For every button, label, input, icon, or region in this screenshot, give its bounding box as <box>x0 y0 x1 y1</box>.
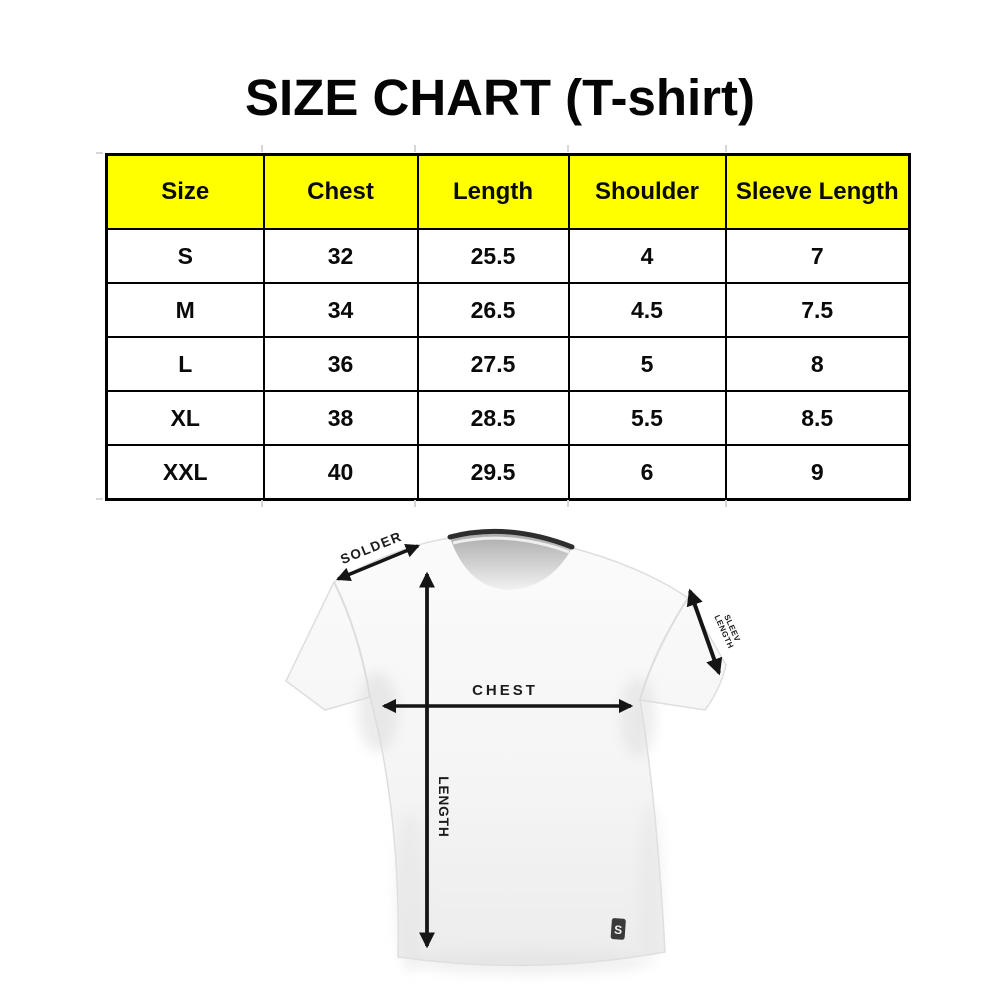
table-cell: 9 <box>724 444 911 501</box>
table-row: M 34 26.5 4.5 7.5 <box>105 282 911 338</box>
gridline-artifact <box>414 145 416 152</box>
table-cell: 26.5 <box>416 282 570 338</box>
tshirt-diagram: SOLDER CHEST LENGTH SLEEV LENGTH S <box>250 512 750 990</box>
table-header-row: Size Chest Length Shoulder Sleeve Length <box>105 153 911 230</box>
table-cell: 6 <box>567 444 727 501</box>
table-cell: 5.5 <box>567 390 727 446</box>
sleeve-dimension-line <box>686 588 723 676</box>
column-header: Length <box>416 153 570 230</box>
gridline-artifact <box>261 500 263 507</box>
chest-dimension-label: CHEST <box>472 682 538 699</box>
shoulder-dimension-line <box>336 544 420 581</box>
size-chart-table: Size Chest Length Shoulder Sleeve Length S 32… <box>105 153 911 501</box>
table-cell: 7.5 <box>724 282 911 338</box>
table-cell: XL <box>105 390 265 446</box>
gridline-artifact <box>725 500 727 507</box>
gridline-artifact <box>414 500 416 507</box>
gridline-artifact <box>725 145 727 152</box>
column-header: Size <box>105 153 265 230</box>
brand-logo: S <box>610 918 626 940</box>
table-row: L 36 27.5 5 8 <box>105 336 911 392</box>
page-title: SIZE CHART (T-shirt) <box>245 69 755 126</box>
table-cell: 5 <box>567 336 727 392</box>
table-cell: 29.5 <box>416 444 570 501</box>
table-row: S 32 25.5 4 7 <box>105 228 911 284</box>
table-cell: 32 <box>262 228 419 284</box>
table-cell: 4.5 <box>567 282 727 338</box>
table-cell: L <box>105 336 265 392</box>
table-cell: 8.5 <box>724 390 911 446</box>
table-cell: 34 <box>262 282 419 338</box>
table-cell: 8 <box>724 336 911 392</box>
table-cell: 40 <box>262 444 419 501</box>
column-header: Chest <box>262 153 419 230</box>
table-cell: 38 <box>262 390 419 446</box>
gridline-artifact <box>261 145 263 152</box>
table-cell: 28.5 <box>416 390 570 446</box>
table-cell: 36 <box>262 336 419 392</box>
tshirt-graphic <box>285 528 727 974</box>
table-row: XL 38 28.5 5.5 8.5 <box>105 390 911 446</box>
table-cell: 27.5 <box>416 336 570 392</box>
gridline-artifact <box>567 145 569 152</box>
dimension-lines <box>336 544 723 949</box>
table-cell: 7 <box>724 228 911 284</box>
table-cell: 4 <box>567 228 727 284</box>
length-dimension-label: LENGTH <box>436 776 451 838</box>
table-cell: M <box>105 282 265 338</box>
gridline-artifact <box>96 498 103 500</box>
brand-logo-letter: S <box>614 923 623 938</box>
table-body: S 32 25.5 4 7 M 34 26.5 4.5 7.5 L 36 27.5 5 8 XL 38 28.5 5… <box>105 228 911 501</box>
sleeve-dimension-label: SLEEV LENGTH <box>712 613 742 650</box>
collar <box>447 528 575 550</box>
column-header: Shoulder <box>567 153 727 230</box>
table-cell: S <box>105 228 265 284</box>
table-row: XXL 40 29.5 6 9 <box>105 444 911 501</box>
gridline-artifact <box>567 500 569 507</box>
gridline-artifact <box>96 152 103 154</box>
column-header: Sleeve Length <box>724 153 911 230</box>
table-cell: XXL <box>105 444 265 501</box>
table-cell: 25.5 <box>416 228 570 284</box>
